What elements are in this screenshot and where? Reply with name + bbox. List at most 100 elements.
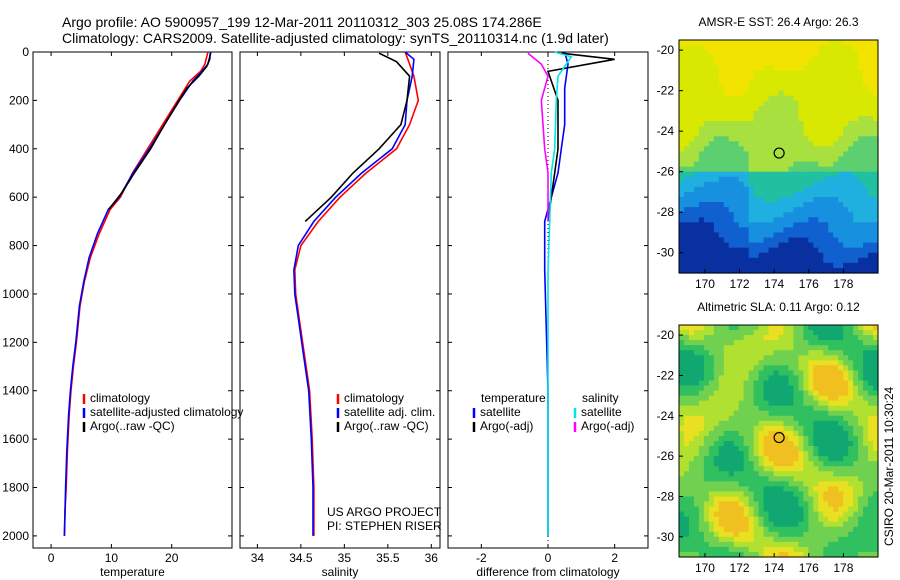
sst-map-cell — [738, 146, 745, 153]
sla-map-cell — [768, 395, 775, 402]
sst-map-cell — [818, 257, 824, 264]
sla-map-cell — [873, 370, 879, 377]
sst-map-cell — [843, 166, 849, 173]
sst-map-cell — [743, 217, 750, 223]
sla-map-cell — [728, 375, 735, 382]
sla-map-cell — [713, 446, 720, 452]
sst-map-cell — [798, 146, 804, 153]
sla-map-cell — [723, 335, 730, 341]
sla-map-cell — [718, 501, 725, 508]
sst-map-cell — [798, 166, 804, 173]
sla-map-cell — [818, 415, 824, 422]
sla-map-cell — [733, 531, 740, 538]
sst-map-cell — [833, 212, 839, 218]
sst-map-cell — [873, 151, 879, 158]
sst-map-cell — [763, 202, 770, 208]
sla-map-cell — [683, 551, 690, 558]
sla-map-cell — [753, 551, 760, 558]
sst-map-title: AMSR-E SST: 26.4 Argo: 26.3 — [698, 15, 858, 29]
sla-map-cell — [788, 441, 795, 447]
sla-map-cell — [688, 330, 695, 336]
sst-map-cell — [818, 242, 824, 249]
sst-map-cell — [858, 207, 864, 213]
sla-map-cell — [698, 360, 705, 366]
sst-map-cell — [808, 85, 814, 92]
sla-map-cell — [713, 365, 720, 371]
sla-map-cell — [773, 345, 780, 351]
sst-map-cell — [753, 176, 760, 183]
sst-map-cell — [758, 262, 765, 269]
sst-map-cell — [868, 267, 874, 274]
sla-map-cell — [713, 370, 720, 377]
sla-map-cell — [798, 521, 804, 528]
sst-map-cell — [718, 95, 725, 102]
sst-map-cell — [763, 141, 770, 147]
sla-map-cell — [679, 355, 685, 361]
sst-map-cell — [763, 267, 770, 274]
sst-map-cell — [743, 161, 750, 168]
sla-map-cell — [853, 456, 859, 462]
sst-map-cell — [873, 227, 879, 234]
sla-map-cell — [853, 526, 859, 533]
sla-map-cell — [763, 521, 770, 528]
sla-map-cell — [713, 476, 720, 482]
sla-map-cell — [768, 551, 775, 558]
sla-map-cell — [713, 390, 720, 397]
sst-map-cell — [683, 141, 690, 147]
sst-map-cell — [818, 75, 824, 82]
sla-map-cell — [863, 446, 869, 452]
sst-map-cell — [713, 191, 720, 198]
sla-map-cell — [783, 345, 790, 351]
sst-map-cell — [758, 166, 765, 173]
sla-map-cell — [828, 325, 834, 331]
sla-map-cell — [843, 441, 849, 447]
sst-map-cell — [728, 242, 735, 249]
sla-map-cell — [738, 486, 745, 493]
sst-map-cell — [768, 60, 775, 66]
sla-map-cell — [778, 486, 785, 493]
sla-map-cell — [683, 486, 690, 493]
sla-map-cell — [753, 456, 760, 462]
sst-map-cell — [808, 65, 814, 71]
sst-map-cell — [698, 222, 705, 229]
sla-map-cell — [803, 405, 809, 412]
sla-map-cell — [738, 521, 745, 528]
sla-map-cell — [738, 335, 745, 341]
sst-map-cell — [728, 232, 735, 239]
sst-map-cell — [713, 100, 720, 107]
sla-map-cell — [773, 491, 780, 498]
temp-legend-climatology-label: climatology — [90, 391, 150, 405]
sst-map-cell — [679, 156, 685, 163]
sst-map-cell — [788, 126, 795, 132]
sla-map-cell — [788, 486, 795, 493]
sla-map-cell — [873, 430, 879, 437]
sla-map-cell — [743, 506, 750, 513]
sla-map-cell — [728, 350, 735, 356]
sla-map-cell — [823, 345, 829, 351]
sla-map-cell — [873, 546, 879, 553]
sla-map-cell — [863, 481, 869, 487]
sst-map-cell — [863, 202, 869, 208]
sla-map-cell — [858, 531, 864, 538]
sla-map-cell — [793, 476, 799, 482]
sst-map-cell — [853, 40, 859, 46]
sla-map-cell — [868, 415, 874, 422]
sla-map-cell — [778, 335, 785, 341]
sst-map-cell — [818, 166, 824, 173]
sst-map-cell — [768, 141, 775, 147]
sla-map-cell — [763, 390, 770, 397]
sla-map-cell — [728, 360, 735, 366]
sla-map-cell — [698, 370, 705, 377]
sst-map-cell — [783, 105, 790, 112]
sst-map-cell — [863, 136, 869, 142]
sst-map-cell — [843, 151, 849, 158]
sla-map-cell — [828, 425, 834, 432]
sst-map-cell — [679, 40, 685, 46]
sla-map-cell — [748, 430, 755, 437]
sst-map-cell — [828, 257, 834, 264]
sst-map-cell — [793, 141, 799, 147]
sst-map-cell — [783, 191, 790, 198]
sst-map-cell — [758, 131, 765, 137]
sst-map-cell — [778, 131, 785, 137]
sla-map-cell — [728, 451, 735, 457]
